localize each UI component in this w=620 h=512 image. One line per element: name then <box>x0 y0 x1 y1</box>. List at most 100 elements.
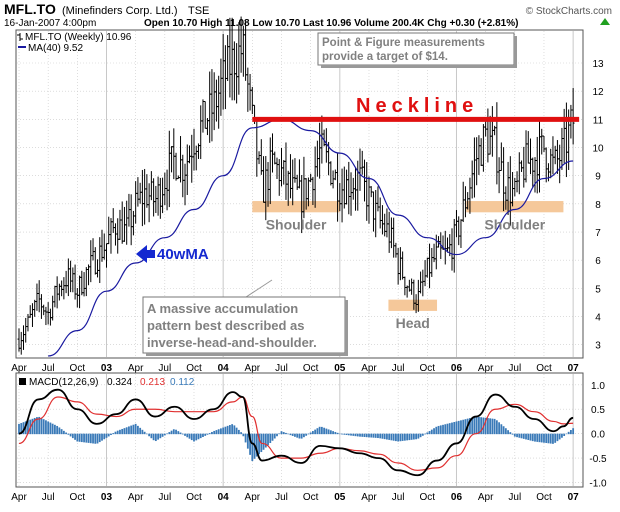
y-tick-label: 4 <box>595 313 601 324</box>
histogram-bar <box>193 433 195 442</box>
histogram-bar <box>242 433 245 437</box>
histogram-bar <box>246 433 249 449</box>
histogram-bar <box>374 433 377 438</box>
histogram-bar <box>222 427 225 435</box>
histogram-bar <box>567 431 570 435</box>
x-tick-label: 06 <box>451 492 463 503</box>
histogram-bar <box>547 433 550 444</box>
histogram-bar <box>522 433 525 439</box>
pf-note-line1: Point & Figure measurements <box>322 37 485 49</box>
histogram-bar <box>220 428 222 435</box>
histogram-bar <box>231 424 234 435</box>
histogram-bar <box>116 430 119 435</box>
histogram-bar <box>186 433 189 438</box>
histogram-bar <box>408 433 411 441</box>
histogram-bar <box>383 433 386 440</box>
histogram-bar <box>318 426 321 435</box>
histogram-bar <box>554 433 557 443</box>
histogram-bar <box>314 429 317 435</box>
histogram-bar <box>410 433 413 440</box>
x-tick-label: Apr <box>361 363 377 374</box>
histogram-bar <box>51 423 54 435</box>
histogram-bar <box>327 429 330 435</box>
histogram-bar <box>536 433 539 442</box>
histogram-bar <box>215 430 218 435</box>
x-tick-label: Jul <box>275 492 288 503</box>
y-tick-label: 9 <box>595 172 601 183</box>
histogram-bar <box>498 422 501 435</box>
histogram-bar <box>56 425 59 435</box>
histogram-bar <box>350 433 352 436</box>
y-tick-label: -1.0 <box>589 479 607 490</box>
histogram-bar <box>249 433 251 455</box>
macd-panel <box>15 372 584 488</box>
histogram-bar <box>518 433 521 438</box>
histogram-bar <box>170 430 173 435</box>
histogram-bar <box>368 433 370 438</box>
histogram-bar <box>244 433 247 443</box>
histogram-bar <box>502 426 505 435</box>
macd-x-axis: Apr Jul Oct 03 Apr Jul Oct 04 Apr Jul Oct 05 Apr Jul O… <box>11 492 579 503</box>
histogram-bar <box>163 433 166 436</box>
histogram-bar <box>558 433 561 440</box>
histogram-bar <box>365 433 368 438</box>
histogram-bar <box>152 433 155 441</box>
x-tick-label: 07 <box>568 363 580 374</box>
x-tick-label: Jul <box>158 492 171 503</box>
histogram-bar <box>406 433 409 441</box>
support-zone <box>466 201 564 213</box>
histogram-bar <box>433 428 435 435</box>
support-zone <box>252 201 340 213</box>
up-arrow-icon <box>600 18 610 25</box>
histogram-bar <box>444 424 447 435</box>
x-tick-label: 03 <box>101 492 113 503</box>
x-tick-label: Jul <box>392 492 405 503</box>
histogram-bar <box>460 420 462 435</box>
support-zone <box>388 299 438 311</box>
histogram-bar <box>94 433 97 444</box>
histogram-bar <box>493 418 496 435</box>
histogram-bar <box>199 433 202 439</box>
histogram-bar <box>172 429 175 435</box>
histogram-bar <box>112 433 115 435</box>
pattern-note-line1: A massive accumulation <box>147 301 298 316</box>
histogram-bar <box>159 433 162 439</box>
histogram-bar <box>211 431 213 435</box>
histogram-bar <box>430 429 433 435</box>
histogram-bar <box>213 430 216 435</box>
histogram-bar <box>101 433 103 441</box>
histogram-bar <box>285 432 287 435</box>
histogram-bar <box>166 433 168 435</box>
ma-callout-label: 40wMA <box>157 246 209 263</box>
histogram-bar <box>311 431 314 435</box>
histogram-bar <box>271 433 274 441</box>
histogram-bar <box>538 433 541 443</box>
histogram-bar <box>336 432 339 435</box>
histogram-bar <box>451 422 453 435</box>
histogram-bar <box>343 433 346 435</box>
histogram-bar <box>45 420 47 435</box>
histogram-bar <box>504 428 507 435</box>
y-tick-label: 5 <box>595 284 601 295</box>
histogram-bar <box>69 433 72 437</box>
ma-legend-label: MA(40) 9.52 <box>28 43 83 54</box>
histogram-bar <box>298 433 301 439</box>
pattern-note-line2: pattern best described as <box>147 318 305 333</box>
histogram-bar <box>33 417 36 435</box>
histogram-bar <box>486 418 489 435</box>
histogram-bar <box>197 433 200 440</box>
quote-line: Open 10.70 High 11.08 Low 10.70 Last 10.… <box>144 18 518 29</box>
histogram-bar <box>289 433 292 436</box>
histogram-bar <box>424 433 426 435</box>
histogram-bar <box>237 429 240 435</box>
histogram-bar <box>572 428 575 435</box>
histogram-bar <box>130 425 133 435</box>
histogram-bar <box>381 433 384 439</box>
x-tick-label: Oct <box>186 363 202 374</box>
histogram-bar <box>47 421 50 435</box>
histogram-bar <box>352 433 355 436</box>
x-tick-label: 03 <box>101 363 113 374</box>
price-x-axis: Apr Jul Oct 03 Apr Jul Oct 04 Apr Jul Oct 05 Apr Jul O… <box>11 363 579 374</box>
x-tick-label: Apr <box>128 363 144 374</box>
